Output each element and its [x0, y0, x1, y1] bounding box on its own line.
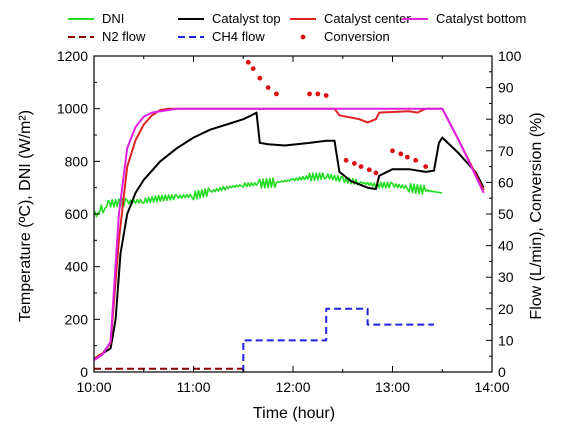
y-tick-label-right: 50 [498, 206, 514, 222]
legend-label-conversion: Conversion [324, 29, 390, 44]
legend-marker-conversion [300, 34, 306, 40]
y-tick-label-right: 70 [498, 143, 514, 159]
legend-label-n2-flow: N2 flow [102, 29, 146, 44]
ch4-flow-line [242, 307, 434, 372]
conversion-point [315, 91, 321, 97]
conversion-point [373, 170, 379, 176]
x-tick-label: 13:00 [375, 379, 410, 395]
y-tick-label-right: 10 [498, 332, 514, 348]
y-tick-label-right: 20 [498, 301, 514, 317]
conversion-point [398, 151, 404, 157]
y-tick-label-right: 40 [498, 238, 514, 254]
conversion-point [366, 167, 372, 173]
axes: 10:00 11:00 12:00 13:00 14:00020040060080010… [57, 48, 522, 395]
conversion-point [274, 91, 279, 97]
y-axis-label-left: Temperature (ºC), DNI (W/m²) [17, 110, 34, 322]
legend-label-catalyst-bottom: Catalyst bottom [436, 11, 526, 26]
legend-label-catalyst-top: Catalyst top [212, 11, 281, 26]
legend-label-catalyst-center: Catalyst center [324, 11, 411, 26]
series-layer [93, 59, 485, 372]
conversion-point [413, 157, 419, 163]
conversion-point [390, 148, 395, 154]
conversion-point [245, 59, 251, 65]
y-tick-label-left: 200 [65, 311, 89, 327]
conversion-point [265, 85, 271, 90]
x-tick-label: 11:00 [177, 379, 211, 395]
y-tick-label-left: 1000 [57, 101, 88, 117]
x-tick-label: 14:00 [474, 379, 509, 395]
conversion-point [250, 66, 256, 72]
y-tick-label-left: 400 [65, 259, 89, 275]
y-tick-label-right: 90 [498, 80, 514, 96]
catalyst-center-line [93, 107, 485, 360]
conversion-point [423, 164, 429, 170]
legend: DNI Catalyst top Catalyst center Catalyst b… [68, 11, 526, 44]
legend-label-dni: DNI [102, 11, 124, 26]
y-tick-label-left: 600 [65, 206, 89, 222]
y-axis-label-right: Flow (L/min), Conversion (%) [528, 112, 545, 319]
conversion-point [358, 164, 364, 170]
catalyst-bottom-line [93, 107, 485, 361]
conversion-point [351, 161, 357, 166]
conversion-point [405, 154, 410, 160]
conversion-point [257, 75, 263, 81]
conversion-point [323, 93, 329, 98]
conversion-point [343, 157, 349, 163]
y-tick-label-left: 0 [80, 364, 88, 380]
y-tick-label-right: 30 [498, 269, 514, 285]
y-tick-label-left: 1200 [57, 48, 88, 64]
x-tick-label: 10:00 [76, 379, 111, 395]
y-tick-label-right: 80 [498, 111, 514, 127]
y-tick-label-right: 100 [498, 48, 522, 64]
dni-line [93, 172, 443, 218]
y-tick-label-right: 60 [498, 174, 514, 190]
y-tick-label-right: 0 [498, 364, 506, 380]
x-tick-label: 12:00 [275, 379, 310, 395]
conversion-points [245, 59, 429, 176]
conversion-point [307, 91, 312, 97]
y-tick-label-left: 800 [65, 153, 89, 169]
x-axis-label: Time (hour) [253, 405, 335, 422]
legend-label-ch4-flow: CH4 flow [212, 29, 265, 44]
catalyst-top-line [93, 111, 485, 360]
